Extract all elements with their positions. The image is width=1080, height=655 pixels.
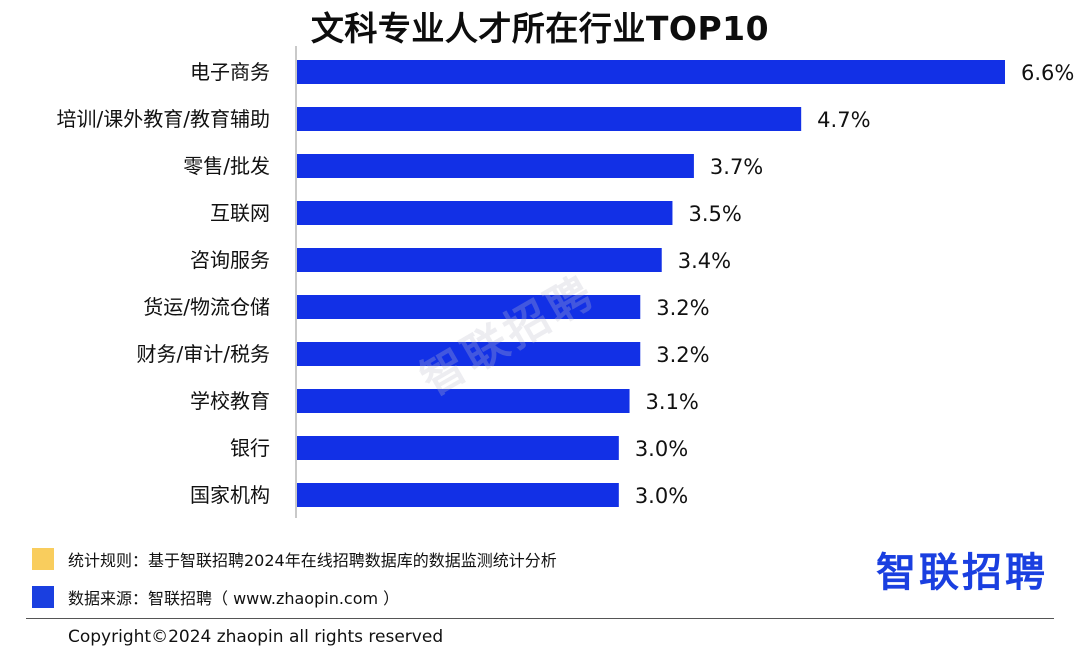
- footer-divider: [26, 618, 1054, 619]
- category-label: 互联网: [210, 201, 270, 225]
- note-rule-text: 统计规则：基于智联招聘2024年在线招聘数据库的数据监测统计分析: [68, 551, 557, 570]
- bar: [297, 389, 630, 413]
- category-label: 货运/物流仓储: [143, 295, 270, 319]
- notes: 统计规则：基于智联招聘2024年在线招聘数据库的数据监测统计分析 数据来源：智联…: [32, 543, 557, 619]
- bar: [297, 60, 1005, 84]
- category-label: 国家机构: [190, 483, 270, 507]
- data-label: 3.0%: [635, 437, 688, 461]
- data-label: 4.7%: [817, 108, 870, 132]
- note-rule: 统计规则：基于智联招聘2024年在线招聘数据库的数据监测统计分析: [32, 543, 557, 575]
- bar: [297, 342, 641, 366]
- bar: [297, 201, 673, 225]
- data-label: 3.7%: [710, 155, 763, 179]
- note-source: 数据来源：智联招聘（ www.zhaopin.com ）: [32, 581, 557, 613]
- bar: [297, 154, 694, 178]
- bar: [297, 436, 619, 460]
- bar: [297, 248, 662, 272]
- note-rule-swatch: [32, 548, 54, 570]
- chart-title: 文科专业人才所在行业TOP10: [310, 9, 770, 48]
- copyright: Copyright©2024 zhaopin all rights reserv…: [68, 627, 444, 647]
- data-label: 6.6%: [1021, 61, 1074, 85]
- category-label: 零售/批发: [183, 154, 270, 178]
- bar: [297, 483, 619, 507]
- data-label: 3.1%: [646, 390, 699, 414]
- category-label: 咨询服务: [190, 248, 270, 272]
- data-label: 3.5%: [688, 202, 741, 226]
- category-label: 学校教育: [190, 389, 270, 413]
- note-source-swatch: [32, 586, 54, 608]
- bar: [297, 295, 641, 319]
- data-label: 3.2%: [656, 343, 709, 367]
- data-label: 3.4%: [678, 249, 731, 273]
- category-label: 电子商务: [190, 60, 270, 84]
- note-source-text: 数据来源：智联招聘（ www.zhaopin.com ）: [68, 589, 400, 608]
- data-label: 3.2%: [656, 296, 709, 320]
- category-label: 财务/审计/税务: [137, 342, 270, 366]
- category-label: 银行: [230, 436, 270, 460]
- zhaopin-logo: 智联招聘: [876, 550, 1048, 596]
- data-label: 3.0%: [635, 484, 688, 508]
- bar-chart: 电子商务 6.6% 培训/课外教育/教育辅助 4.7% 零售/批发 3.7% 互联网 3.5%…: [57, 46, 1074, 518]
- category-label: 培训/课外教育/教育辅助: [57, 107, 270, 131]
- bar: [297, 107, 802, 131]
